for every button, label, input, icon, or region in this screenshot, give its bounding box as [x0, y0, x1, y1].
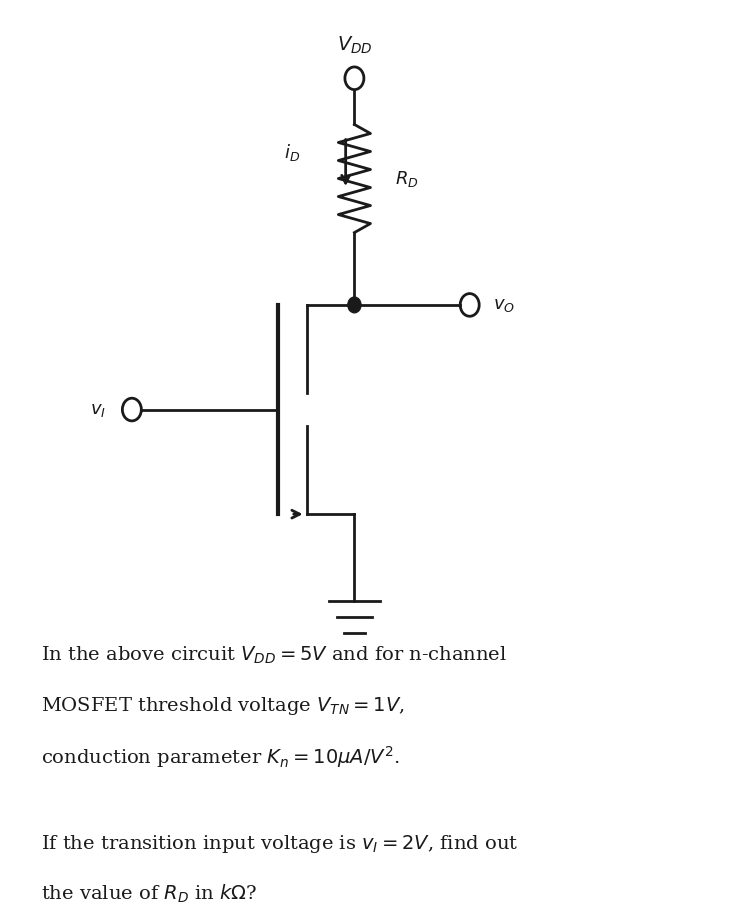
Circle shape [348, 297, 361, 312]
Text: $V_{DD}$: $V_{DD}$ [337, 35, 372, 55]
Text: $v_I$: $v_I$ [90, 400, 106, 419]
Text: MOSFET threshold voltage $V_{TN} = 1V$,: MOSFET threshold voltage $V_{TN} = 1V$, [41, 695, 404, 716]
Text: In the above circuit $V_{DD} = 5V$ and for n-channel: In the above circuit $V_{DD} = 5V$ and f… [41, 645, 507, 666]
Text: the value of $R_D$ in $k\Omega$?: the value of $R_D$ in $k\Omega$? [41, 883, 257, 905]
Text: $v_O$: $v_O$ [493, 296, 515, 314]
Text: If the transition input voltage is $v_I = 2V$, find out: If the transition input voltage is $v_I … [41, 834, 518, 855]
Text: $i_D$: $i_D$ [284, 142, 300, 163]
Text: conduction parameter $K_n = 10\mu A/V^2$.: conduction parameter $K_n = 10\mu A/V^2$… [41, 745, 400, 770]
Text: $R_D$: $R_D$ [395, 169, 418, 189]
